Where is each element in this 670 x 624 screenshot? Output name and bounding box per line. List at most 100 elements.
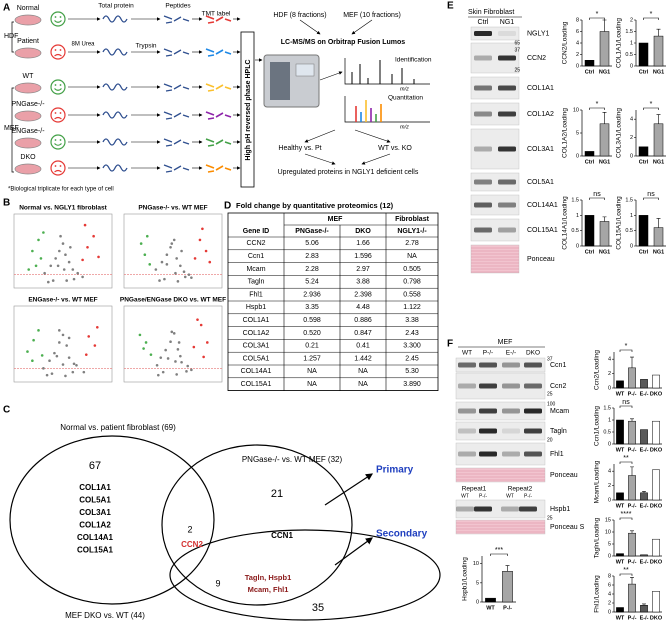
significance: **** [621, 511, 632, 518]
eye [54, 16, 57, 18]
mouth [54, 20, 62, 23]
lane-label: WT [462, 350, 472, 357]
point [32, 338, 35, 342]
panel-label: B [3, 198, 10, 209]
protein-label: Ponceau [527, 256, 555, 263]
protein-label: COL5A1 [527, 179, 554, 186]
y-tick-label: 4 [608, 469, 611, 475]
connector [324, 473, 374, 506]
bar [652, 374, 660, 389]
bar [628, 420, 636, 445]
y-axis-label: COL14A1/Loading [562, 196, 569, 250]
mw-label: 20 [547, 437, 553, 443]
blot-band [458, 383, 476, 389]
mw-label: 37 [547, 356, 553, 362]
protein-label: Ponceau [550, 472, 578, 479]
significance: * [596, 101, 599, 108]
x-tick-label: WT [616, 559, 625, 565]
hplc-box [240, 31, 255, 188]
lane-label: P-/- [479, 493, 487, 499]
table-cell: 1.257 [303, 355, 321, 362]
eye [59, 49, 62, 51]
point [59, 234, 62, 238]
y-tick-label: 10 [605, 529, 611, 535]
y-axis-label: Tagln/Loading [594, 517, 601, 558]
significance: * [625, 343, 628, 350]
point [169, 340, 172, 344]
bar [638, 215, 649, 247]
y-tick-label: 1 [630, 40, 633, 46]
blot [470, 26, 520, 41]
ponceau [455, 467, 546, 483]
point [34, 264, 38, 268]
y-tick-label: 0.5 [571, 228, 579, 234]
table-cell: 4.48 [356, 304, 370, 311]
significance-bracket [643, 17, 659, 20]
y-tick-label: 0 [630, 243, 633, 249]
y-axis-label: Ccn1/Loading [594, 406, 601, 446]
spectrum-label: Quantitation [388, 95, 423, 102]
gene: COL5A1 [79, 496, 111, 505]
point [61, 363, 65, 366]
set-label: PNGase-/- vs. WT MEF (32) [242, 455, 343, 464]
dish [14, 14, 42, 26]
blot-band [501, 506, 519, 512]
table-cell: 2.45 [405, 355, 419, 362]
point [148, 263, 152, 266]
point [144, 341, 148, 344]
mw-label: 65 [514, 40, 520, 46]
table-cell: 0.41 [356, 343, 370, 350]
table-cell: 1.596 [354, 253, 372, 260]
eye [54, 165, 57, 167]
blot-band [479, 408, 497, 414]
y-tick-label: 8 [576, 17, 579, 23]
y-tick-label: 2 [630, 135, 633, 141]
bar [616, 492, 624, 501]
y-tick-label: 6 [608, 582, 611, 588]
table-cell: 0.886 [354, 317, 372, 324]
face [50, 44, 66, 60]
column-header: DKO [355, 228, 371, 235]
plot-title: Normal vs. NGLY1 fibroblast [19, 205, 107, 212]
plot-frame [13, 305, 113, 383]
error-bar [630, 466, 634, 476]
point [56, 264, 60, 268]
x-tick-label: WT [616, 391, 625, 397]
error-bar [642, 491, 646, 493]
bar [640, 554, 648, 557]
protein-label: Ccn1 [550, 362, 566, 369]
lane-label: DKO [526, 350, 540, 357]
plot-frame [123, 305, 223, 383]
bracket [11, 21, 14, 53]
protein-label: COL1A2 [527, 111, 554, 118]
region-count: 9 [215, 578, 220, 588]
set-circle [9, 435, 215, 605]
point [187, 273, 191, 276]
bar [584, 215, 595, 247]
error-bar [656, 114, 661, 124]
point [37, 238, 40, 242]
connector [361, 153, 391, 165]
bar [638, 146, 649, 157]
y-tick-label: 10 [573, 107, 579, 113]
eye [54, 139, 57, 141]
table-cell: 0.21 [305, 343, 319, 350]
protein-label: Ponceau S [550, 524, 585, 531]
point [138, 333, 142, 337]
table-cell: 5.06 [305, 240, 319, 247]
point [51, 279, 55, 282]
y-tick-label: 10 [473, 561, 479, 567]
point [145, 234, 149, 238]
bar [640, 492, 648, 501]
x-tick-label: P-/- [628, 447, 637, 453]
mw-label: 25 [514, 67, 520, 73]
region-count: 35 [312, 602, 324, 614]
y-tick-label: 0 [608, 441, 611, 447]
bar [599, 31, 610, 67]
blot-band [524, 362, 542, 368]
protein-shape [102, 15, 128, 23]
table-cell: 2.43 [405, 330, 419, 337]
gene: COL1A1 [79, 483, 111, 492]
point [47, 280, 50, 284]
x-tick-label: NG1 [599, 159, 610, 165]
